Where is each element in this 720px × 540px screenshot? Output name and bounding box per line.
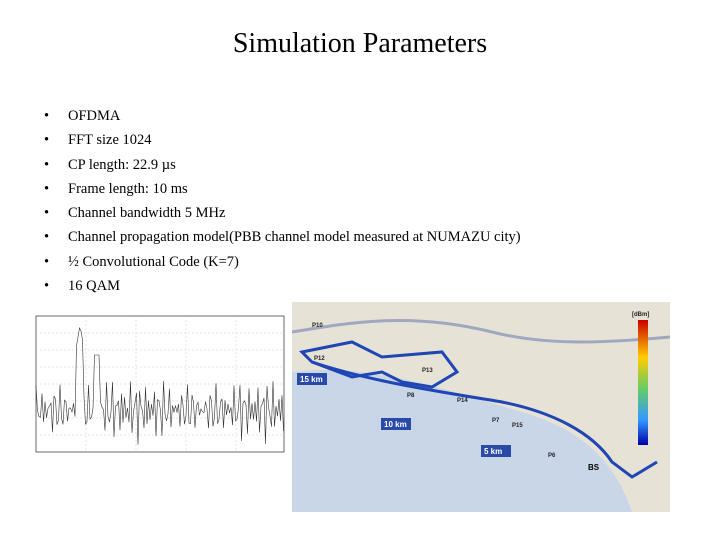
map-label: P13 bbox=[422, 368, 433, 374]
map-label: P15 bbox=[512, 423, 523, 429]
map-label: P14 bbox=[457, 398, 468, 404]
bullet-item: Channel bandwidth 5 MHz bbox=[44, 201, 521, 226]
map-label: P7 bbox=[492, 418, 500, 424]
map-label: P8 bbox=[407, 393, 415, 399]
bullet-list: OFDMAFFT size 1024CP length: 22.9 µsFram… bbox=[44, 104, 521, 299]
label-box bbox=[297, 373, 327, 385]
label-box bbox=[481, 445, 511, 457]
label-box bbox=[381, 418, 411, 430]
bullet-item: CP length: 22.9 µs bbox=[44, 153, 521, 178]
map-label: P12 bbox=[314, 356, 325, 362]
map-label: [dBm] bbox=[632, 312, 649, 318]
bullet-item: Frame length: 10 ms bbox=[44, 177, 521, 202]
bullet-item: Channel propagation model(PBB channel mo… bbox=[44, 225, 521, 250]
map-label: 10 km bbox=[384, 420, 407, 429]
map-label: 5 km bbox=[484, 447, 502, 456]
map-label: P6 bbox=[548, 453, 556, 459]
bullet-item: FFT size 1024 bbox=[44, 128, 521, 153]
route-map-image: 15 km 10 km 5 km BS P10 P12 P13 P14 P15 P7 P8 P6 [dB… bbox=[292, 302, 670, 512]
delay-profile-image bbox=[35, 315, 285, 453]
map-label: P10 bbox=[312, 323, 323, 329]
bullet-item: 16 QAM bbox=[44, 274, 521, 299]
bullet-item: ½ Convolutional Code (K=7) bbox=[44, 250, 521, 275]
map-label: 15 km bbox=[300, 375, 323, 384]
bullet-item: OFDMA bbox=[44, 104, 521, 129]
slide-title: Simulation Parameters bbox=[232, 28, 488, 59]
map-label: BS bbox=[588, 463, 600, 472]
